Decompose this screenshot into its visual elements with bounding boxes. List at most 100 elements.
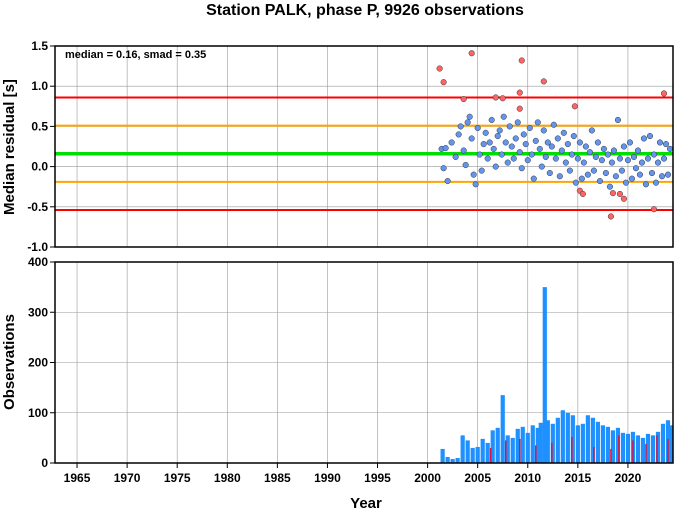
outlier-point [609, 190, 616, 197]
residual-point [506, 123, 513, 130]
residual-point [514, 119, 521, 126]
residual-point [488, 116, 495, 124]
y-tick-label: 300 [28, 305, 48, 319]
x-tick-label: 2020 [615, 471, 642, 485]
x-tick-label: 1965 [64, 471, 91, 485]
residual-point [544, 139, 551, 146]
residual-point [542, 153, 549, 161]
y-tick-label: 1.0 [31, 79, 48, 93]
residual-point [640, 135, 648, 142]
residual-point [614, 116, 621, 124]
residual-point [560, 129, 567, 136]
x-tick-label: 2015 [564, 471, 591, 485]
outlier-point [436, 65, 443, 72]
residual-point [596, 178, 603, 185]
year-x-ticks: 1965 1970 1975 1980 1985 1990 1995 2000 2005 2010… [64, 463, 642, 485]
x-tick-label: 1990 [314, 471, 341, 485]
residual-point [466, 113, 473, 120]
residual-point [656, 139, 664, 146]
x-tick-label: 2010 [514, 471, 541, 485]
outlier-point [571, 103, 578, 110]
x-tick-label: 1985 [264, 471, 291, 485]
residual-point [566, 167, 573, 174]
residual-point [634, 147, 641, 154]
x-tick-label: 1970 [114, 471, 141, 485]
residual-point [536, 145, 543, 152]
residual-point [468, 135, 475, 142]
residual-point [504, 159, 511, 166]
residual-point [512, 135, 519, 142]
residual-point [620, 143, 627, 150]
residual-point [622, 179, 629, 186]
residual-point [518, 165, 525, 172]
y-tick-label: 400 [28, 255, 48, 269]
residual-point [546, 169, 553, 177]
x-tick-label: 2000 [414, 471, 441, 485]
x-tick-label: 2005 [464, 471, 491, 485]
residual-point [598, 157, 605, 164]
residual-point [455, 131, 462, 138]
outlier-point [620, 195, 627, 202]
residual-point [570, 132, 577, 140]
residual-point [584, 171, 591, 178]
x-axis-label: Year [350, 495, 382, 511]
chart-title: Station PALK, phase P, 9926 observations [206, 2, 524, 19]
residual-point [508, 143, 515, 150]
residual-point [664, 171, 672, 178]
outlier-point [492, 94, 499, 101]
x-tick-label: 1995 [364, 471, 391, 485]
residual-point [648, 169, 656, 177]
residual-point [490, 145, 497, 152]
outlier-point [660, 90, 668, 97]
outlier-point [468, 50, 475, 57]
outlier-point [650, 206, 658, 213]
residual-point [510, 155, 517, 162]
residual-point [644, 155, 652, 162]
y-tick-label: 200 [28, 356, 48, 370]
residual-point [496, 127, 503, 134]
residual-plot-area [55, 46, 673, 247]
residual-point [464, 119, 471, 126]
y-tick-label: 0.5 [31, 119, 48, 133]
residual-point [538, 163, 545, 170]
residual-point [574, 155, 581, 162]
residual-point [608, 159, 615, 166]
y-tick-label: 0.0 [31, 160, 48, 174]
outlier-point [499, 95, 506, 102]
outlier-point [616, 190, 623, 197]
residual-point [534, 119, 541, 126]
residual-point [556, 173, 563, 180]
residual-point [592, 153, 599, 161]
residual-point [646, 132, 654, 140]
residual-point [612, 173, 619, 180]
residual-point [472, 181, 479, 188]
residual-point [476, 151, 483, 158]
y-tick-label: 0 [41, 456, 48, 470]
residual-panel: -1.0 -0.5 0.0 0.5 1.0 1.5 median = 0.16, smad… [1, 39, 674, 254]
residual-point [520, 131, 527, 138]
residual-point [498, 151, 505, 158]
x-tick-label: 1975 [164, 471, 191, 485]
residual-point [636, 171, 643, 178]
residual-point [632, 165, 639, 172]
residual-point [662, 141, 670, 148]
outlier-point [516, 105, 523, 112]
residual-point [594, 139, 601, 146]
residual-point [484, 155, 491, 162]
residual-point [516, 149, 523, 156]
residual-point [562, 159, 569, 166]
residual-point [480, 141, 487, 148]
y-tick-label: 100 [28, 406, 48, 420]
y-tick-label: -1.0 [27, 240, 48, 254]
residual-point [440, 165, 447, 172]
residual-point [580, 159, 587, 166]
residual-point [470, 171, 477, 178]
residual-point [460, 147, 467, 154]
residual-point [628, 175, 635, 182]
residual-point [548, 143, 555, 150]
outlier-point [460, 96, 467, 103]
residual-point [444, 178, 451, 185]
residual-point [604, 151, 611, 158]
residual-point [654, 159, 662, 166]
